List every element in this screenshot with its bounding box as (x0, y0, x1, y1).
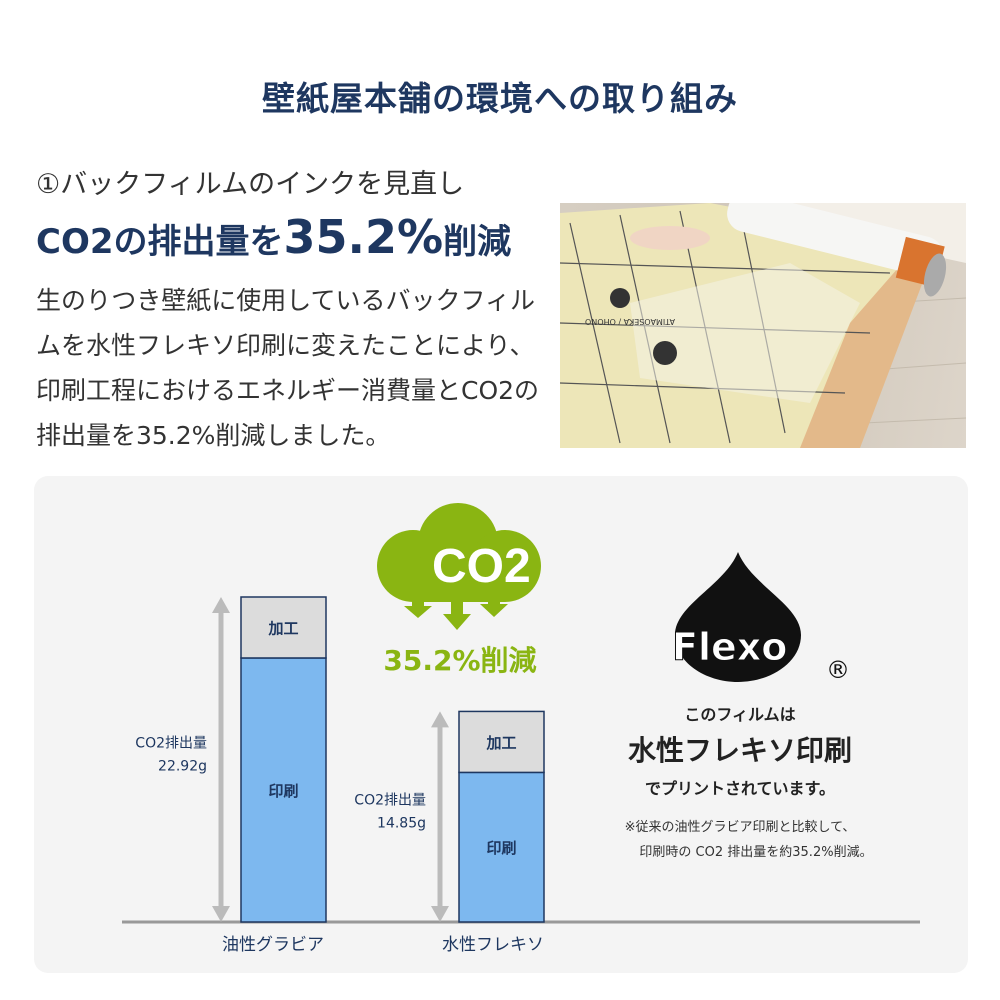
segment-label: 印刷 (486, 839, 516, 857)
headline-prefix: CO2の排出量を (36, 222, 284, 262)
description: 生のりつき壁紙に使用しているバックフィルムを水性フレキソ印刷に変えたことにより、… (36, 286, 540, 450)
bar-segment-printing (240, 657, 327, 923)
flexo-line1: このフィルムは (684, 705, 795, 724)
co2-cloud-icon: CO2 (377, 503, 541, 630)
arrow-up-icon (431, 711, 449, 728)
category-label: 油性グラビア (222, 935, 324, 955)
headline-value: 35.2% (283, 210, 444, 264)
reduction-label: 35.2%削減 (383, 644, 536, 677)
arrow-up-icon (212, 597, 230, 613)
photo-print-text: ATIMAOSEKA / OHONO (585, 317, 675, 326)
flexo-line3: でプリントされています。 (645, 779, 835, 798)
flexo-note2: 印刷時の CO2 排出量を約35.2%削減。 (639, 844, 872, 860)
flexo-logo-text: Flexo (672, 625, 787, 669)
flexo-drop-icon: Flexo ® (672, 552, 850, 684)
segment-label: 印刷 (268, 782, 298, 800)
section-subtitle: ①バックフィルムのインクを見直し (36, 169, 465, 200)
cloud-co2-label: CO2 (432, 540, 531, 593)
product-photo: ATIMAOSEKA / OHONO (560, 203, 966, 448)
segment-label: 加工 (267, 619, 298, 637)
bar-segment-printing (458, 771, 545, 923)
flexo-note1: ※従来の油性グラビア印刷と比較して、 (625, 820, 856, 835)
page-title: 壁紙屋本舗の環境への取り組み (262, 79, 738, 118)
flexo-line2: 水性フレキソ印刷 (628, 734, 852, 767)
bar-segment-processing (240, 596, 327, 659)
total-value: 22.92g (158, 759, 207, 775)
category-label: 水性フレキソ (442, 935, 544, 955)
total-label: CO2排出量 (135, 736, 207, 752)
bar-segment-processing (458, 710, 545, 774)
total-value: 14.85g (377, 816, 426, 832)
section-headline: CO2の排出量を35.2%削減 (36, 210, 511, 264)
total-label: CO2排出量 (354, 793, 426, 809)
headline-suffix: 削減 (443, 222, 512, 262)
arrow-down-icon (212, 906, 230, 922)
arrow-down-icon (431, 906, 449, 922)
segment-label: 加工 (485, 734, 516, 752)
registered-mark: ® (826, 656, 850, 684)
